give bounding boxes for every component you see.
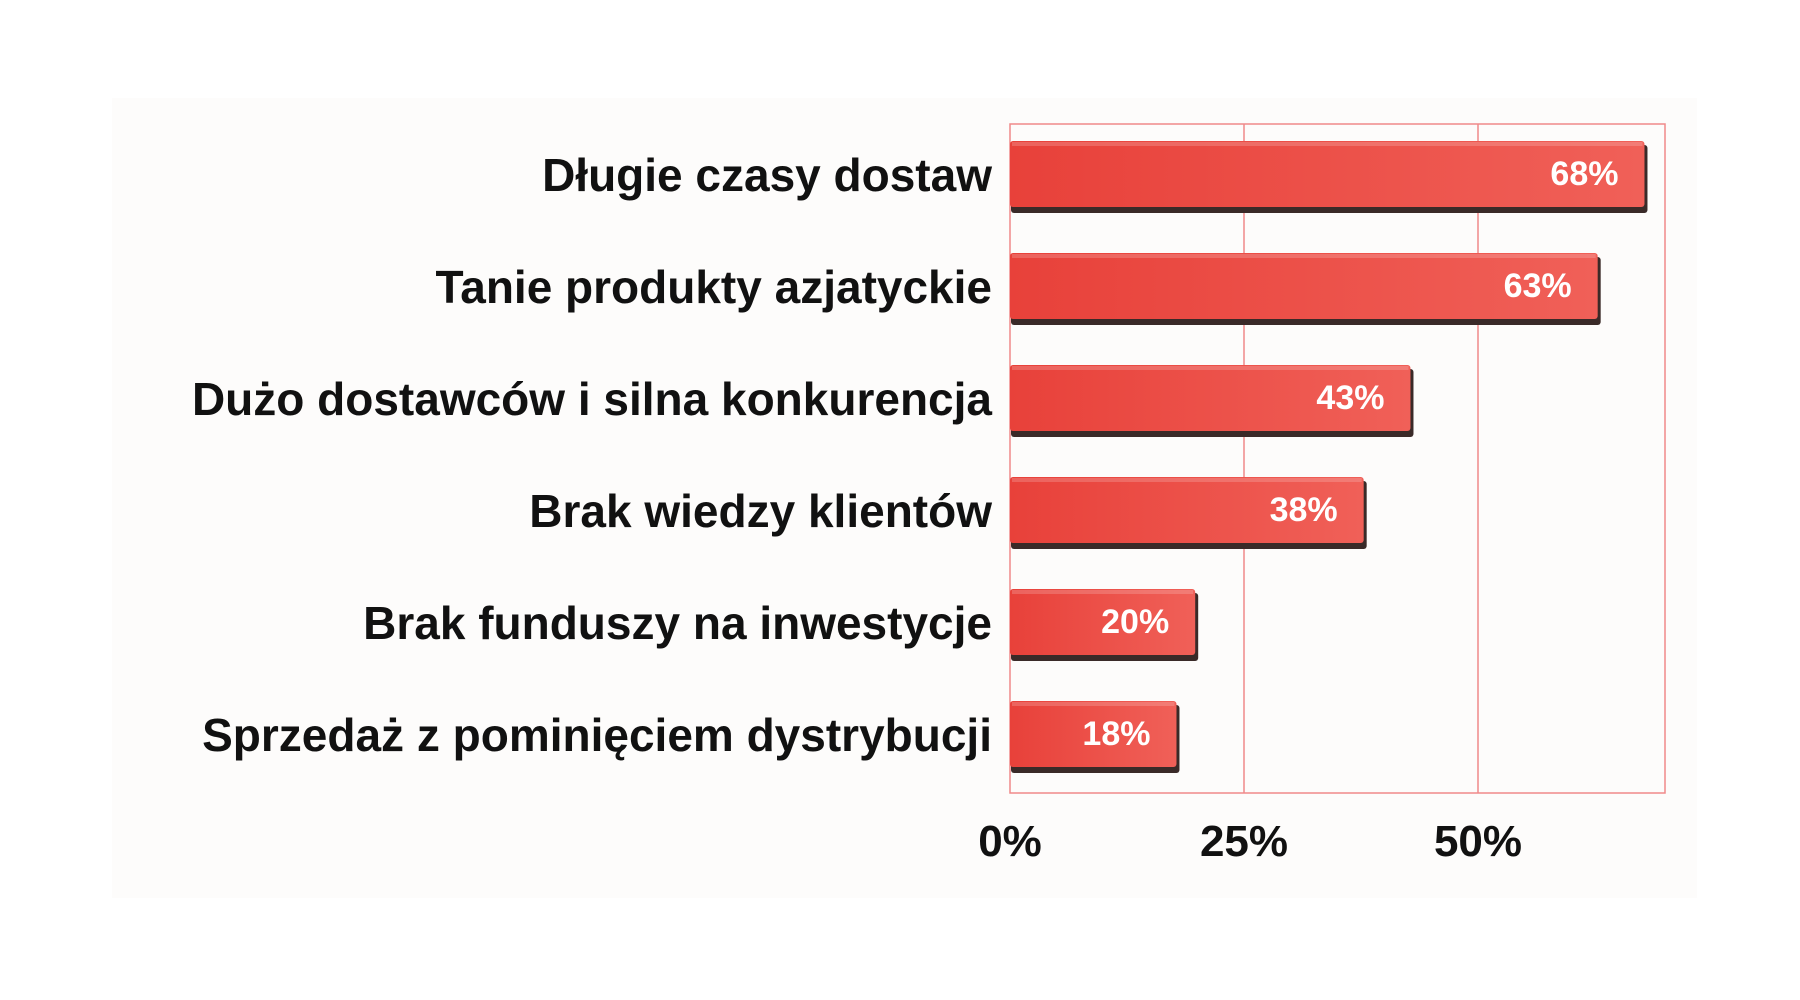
bar — [1010, 253, 1598, 319]
data-label: 18% — [1082, 715, 1150, 753]
x-tick-label: 0% — [978, 817, 1042, 866]
chart-panel — [112, 98, 1697, 898]
category-label: Tanie produkty azjatyckie — [436, 261, 992, 313]
data-label: 43% — [1316, 379, 1384, 417]
bar — [1010, 701, 1177, 767]
x-tick-label: 50% — [1434, 817, 1522, 866]
bar-highlight — [1012, 366, 1409, 370]
bar-group — [1010, 589, 1199, 661]
data-label: 20% — [1101, 603, 1169, 641]
bar-group — [1010, 141, 1648, 213]
category-label: Brak wiedzy klientów — [529, 485, 992, 537]
category-label: Długie czasy dostaw — [542, 149, 992, 201]
bar-group — [1010, 253, 1601, 325]
bar — [1010, 365, 1411, 431]
bar — [1010, 141, 1645, 207]
plot-frame — [1009, 123, 1666, 794]
bar-highlight — [1012, 590, 1194, 594]
bar-highlight — [1012, 702, 1175, 706]
bar — [1010, 477, 1364, 543]
category-label: Brak funduszy na inwestycje — [363, 597, 992, 649]
x-tick-label: 25% — [1200, 817, 1288, 866]
category-label: Dużo dostawców i silna konkurencja — [192, 373, 992, 425]
data-label: 63% — [1504, 267, 1572, 305]
bar-highlight — [1012, 478, 1362, 482]
bar-group — [1010, 365, 1414, 437]
bar-highlight — [1012, 142, 1643, 146]
bar-group — [1010, 701, 1180, 773]
data-label: 68% — [1550, 155, 1618, 193]
category-label: Sprzedaż z pominięciem dystrybucji — [202, 709, 992, 761]
data-label: 38% — [1270, 491, 1338, 529]
bar — [1010, 589, 1196, 655]
bar-highlight — [1012, 254, 1596, 258]
bar-group — [1010, 477, 1367, 549]
